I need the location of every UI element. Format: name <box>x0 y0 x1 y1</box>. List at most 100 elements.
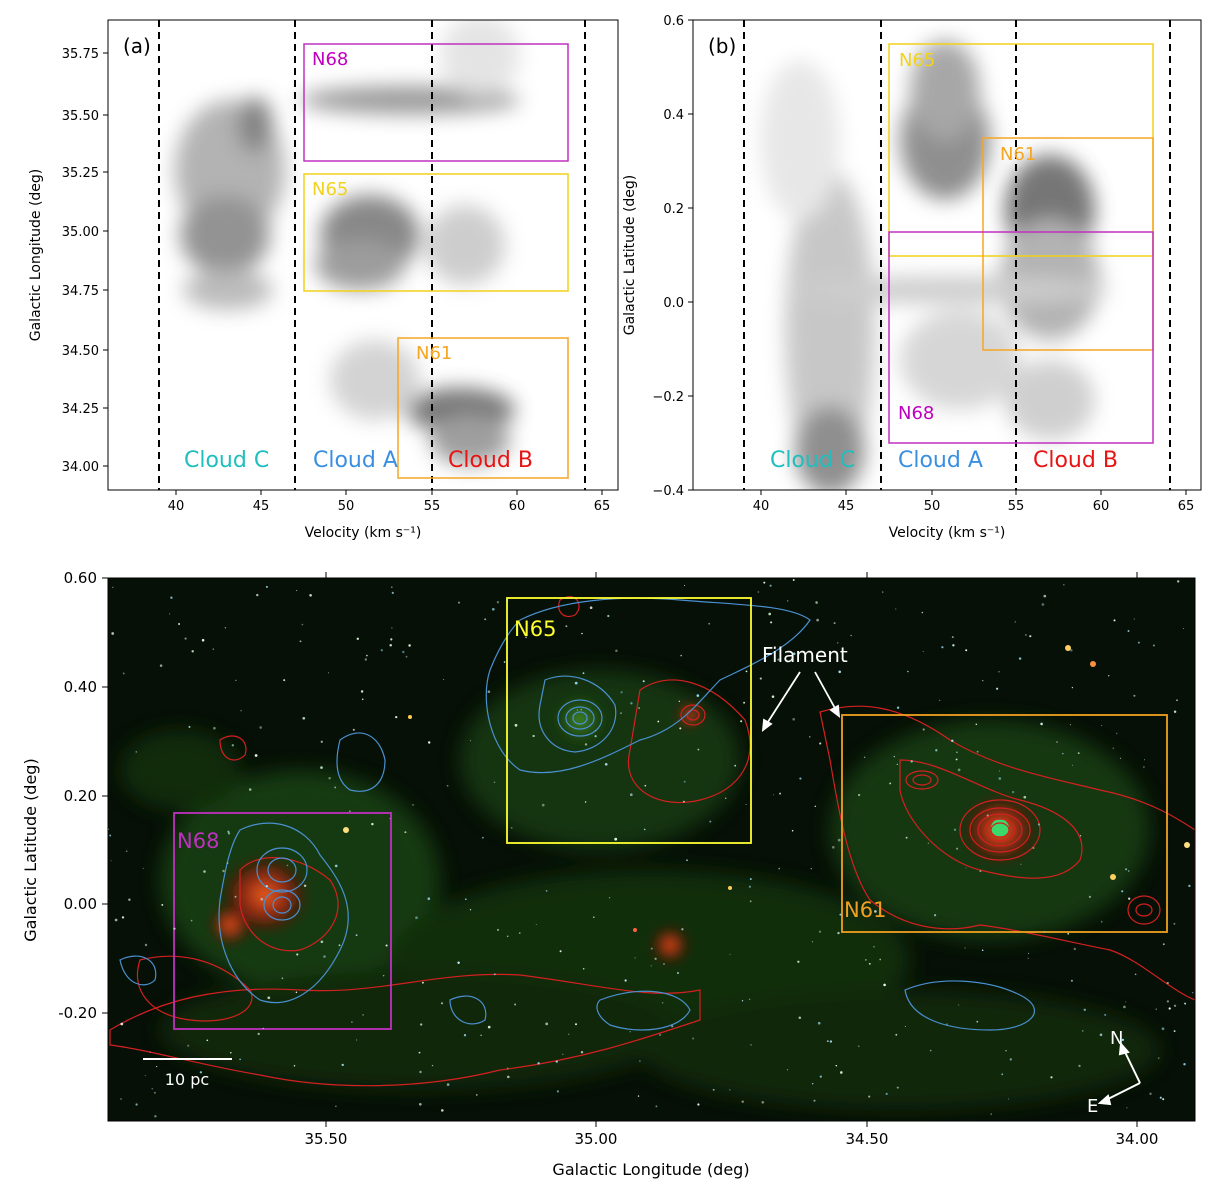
panel-b-xtick-labels: 40 45 50 55 60 65 <box>753 499 1195 514</box>
star <box>757 591 760 593</box>
star <box>418 1051 421 1054</box>
star <box>865 959 867 961</box>
star <box>941 646 944 649</box>
panel-a-xticks <box>175 490 603 495</box>
star <box>976 1020 979 1023</box>
star <box>965 649 968 652</box>
star <box>1024 633 1027 636</box>
star <box>615 649 618 653</box>
star <box>1133 618 1135 620</box>
star <box>629 793 633 797</box>
star <box>1127 630 1130 632</box>
star <box>1063 583 1065 586</box>
star <box>1173 710 1177 714</box>
star <box>1009 1058 1012 1061</box>
panel-c-ytick: 0.60 <box>64 569 97 587</box>
star <box>541 803 545 807</box>
star <box>1168 1007 1171 1010</box>
panel-c-ytick: 0.40 <box>64 678 97 696</box>
panel-a-n68-box <box>303 43 569 162</box>
star <box>810 868 812 870</box>
star <box>1023 795 1027 799</box>
star <box>1005 1050 1007 1052</box>
star <box>857 793 861 797</box>
panel-c-frame <box>107 577 1196 1122</box>
star <box>1162 943 1165 946</box>
star <box>814 805 817 808</box>
star <box>750 1044 752 1046</box>
star <box>799 777 802 780</box>
star <box>1018 657 1022 660</box>
star <box>1183 628 1185 630</box>
panel-c-xtick-labels: 35.50 35.00 34.50 34.00 <box>305 1130 1159 1148</box>
star <box>301 623 304 626</box>
star <box>779 792 782 795</box>
star <box>1121 890 1124 893</box>
star <box>120 1022 124 1026</box>
panel-b-ylabel: Galactic Latitude (deg) <box>622 175 638 336</box>
panel-a-ytick: 35.25 <box>62 166 99 181</box>
star <box>1070 648 1073 652</box>
star <box>320 940 324 944</box>
star <box>873 945 875 948</box>
star <box>741 1000 744 1002</box>
star <box>464 898 467 901</box>
filament-arrows <box>761 671 841 732</box>
star <box>817 1021 821 1025</box>
star <box>951 739 954 743</box>
star <box>170 596 173 599</box>
star <box>1137 641 1140 644</box>
star <box>697 1103 700 1106</box>
star <box>1071 764 1073 766</box>
panel-b-xtick: 55 <box>1008 499 1025 514</box>
star <box>265 585 268 588</box>
panel-b-xtick: 50 <box>924 499 941 514</box>
star <box>763 581 766 584</box>
panel-a-xlabel: Velocity (km s⁻¹) <box>305 525 422 541</box>
star <box>1112 747 1114 749</box>
star <box>1062 753 1064 755</box>
star <box>895 1033 898 1036</box>
star <box>654 957 657 960</box>
star <box>428 741 431 744</box>
star <box>173 927 176 930</box>
star <box>114 918 118 922</box>
star <box>296 590 298 592</box>
star <box>190 919 193 922</box>
star <box>299 640 302 643</box>
panel-a-letter: (a) <box>123 34 151 58</box>
star <box>797 960 799 963</box>
panel-c-xtick: 34.50 <box>846 1130 889 1148</box>
panel-a-frame <box>107 19 619 491</box>
star <box>503 661 506 663</box>
star <box>839 913 842 916</box>
star <box>681 928 684 931</box>
star <box>696 694 700 697</box>
star <box>1133 694 1136 697</box>
star-field <box>108 579 1194 1118</box>
star <box>390 638 393 641</box>
panel-a-ytick: 35.75 <box>62 47 99 62</box>
star <box>514 1003 517 1006</box>
star <box>815 601 818 604</box>
star <box>1027 957 1029 959</box>
star <box>1143 766 1145 768</box>
panel-c-n61-label: N61 <box>844 898 886 922</box>
panel-c-xtick: 35.50 <box>305 1130 348 1148</box>
star <box>506 599 509 602</box>
star <box>885 1092 888 1095</box>
star <box>1177 580 1180 583</box>
star <box>412 804 414 806</box>
star <box>850 634 852 637</box>
star <box>295 991 298 994</box>
star <box>896 706 900 709</box>
star <box>153 1091 156 1094</box>
star <box>391 627 393 629</box>
star <box>458 601 460 604</box>
star <box>352 728 355 731</box>
panel-a-n68-label: N68 <box>312 49 348 70</box>
panel-a-ytick: 34.75 <box>62 284 99 299</box>
star <box>212 648 214 650</box>
star <box>257 1032 260 1036</box>
star <box>389 818 391 820</box>
